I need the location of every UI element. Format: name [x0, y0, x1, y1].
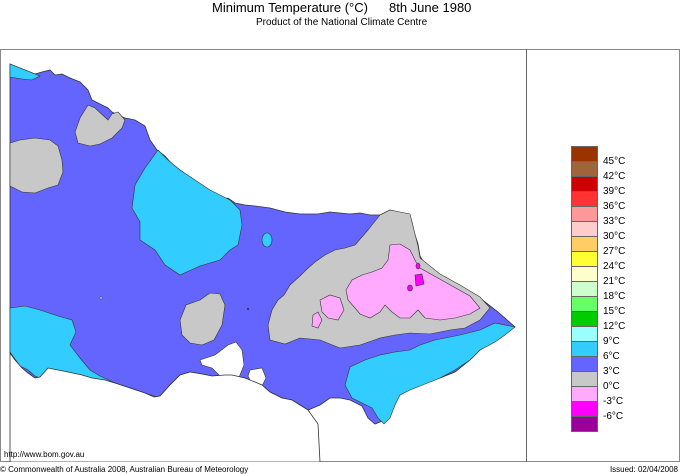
legend-swatch-12: [571, 312, 598, 327]
legend-label: 0°C: [603, 381, 620, 392]
region-6-9-north: [131, 149, 243, 276]
region-6-9-se: [344, 322, 516, 425]
legend-swatch-6: [571, 342, 598, 357]
legend-label: 45°C: [603, 156, 626, 167]
legend-label: 18°C: [603, 291, 626, 302]
legend-swatch-21: [571, 267, 598, 282]
legend-label: 21°C: [603, 276, 626, 287]
port-phillip-bay: [199, 341, 245, 383]
issued-date: Issued: 02/04/2008: [609, 465, 678, 474]
temperature-legend: [571, 146, 598, 432]
legend-swatch-3: [571, 357, 598, 372]
bass-strait: [9, 351, 321, 462]
map-date: 8th June 1980: [389, 0, 472, 15]
region-below-minus3-small: [407, 284, 413, 292]
legend-swatch-39: [571, 177, 598, 192]
map-title: Minimum Temperature (°C): [212, 0, 368, 15]
legend-label: 15°C: [603, 306, 626, 317]
speck: [247, 308, 249, 310]
region-minus3-0-tiny: [311, 311, 323, 329]
legend-label: 12°C: [603, 321, 626, 332]
legend-label: -3°C: [603, 396, 624, 407]
bom-website-link[interactable]: http://www.bom.gov.au: [4, 450, 85, 459]
region-minus3-0-small: [319, 294, 345, 321]
legend-label: 24°C: [603, 261, 626, 272]
region-below-minus3: [414, 273, 425, 287]
legend-swatch-minus6: [571, 402, 598, 417]
legend-swatch-15: [571, 297, 598, 312]
header: Minimum Temperature (°C) 8th June 1980 P…: [0, 0, 680, 40]
legend-divider: [526, 49, 527, 462]
region-6-9-blob: [261, 232, 273, 248]
legend-label: 9°C: [603, 336, 620, 347]
region-minus3-0: [345, 243, 481, 321]
legend-swatch-27: [571, 237, 598, 252]
legend-swatch-30: [571, 222, 598, 237]
legend-label: 33°C: [603, 216, 626, 227]
legend-label: 30°C: [603, 231, 626, 242]
region-0-3-north: [74, 104, 126, 147]
legend-swatch-0: [571, 372, 598, 387]
region-0-3-west: [9, 137, 64, 194]
legend-swatch-18: [571, 282, 598, 297]
region-0-3-central: [179, 292, 226, 346]
legend-swatch-24: [571, 252, 598, 267]
copyright-text: © Commonwealth of Australia 2008, Austra…: [0, 465, 249, 474]
legend-label: 3°C: [603, 366, 620, 377]
region-6-9-nw: [9, 63, 41, 81]
map-subtitle: Product of the National Climate Centre: [256, 17, 428, 28]
legend-label: 39°C: [603, 186, 626, 197]
legend-label: 27°C: [603, 246, 626, 257]
speck: [99, 296, 103, 300]
legend-swatch-45: [571, 146, 598, 162]
legend-swatch-lowest: [571, 417, 598, 432]
map-frame: [0, 49, 679, 462]
legend-swatch-33: [571, 207, 598, 222]
legend-swatch-42: [571, 162, 598, 177]
legend-swatch-minus3: [571, 387, 598, 402]
legend-label: 42°C: [603, 171, 626, 182]
legend-label: 6°C: [603, 351, 620, 362]
legend-label: 36°C: [603, 201, 626, 212]
legend-swatch-9: [571, 327, 598, 342]
legend-label: -6°C: [603, 411, 624, 422]
region-below-minus3-tiny: [415, 262, 421, 270]
legend-swatch-36: [571, 192, 598, 207]
temperature-map: [9, 63, 516, 462]
